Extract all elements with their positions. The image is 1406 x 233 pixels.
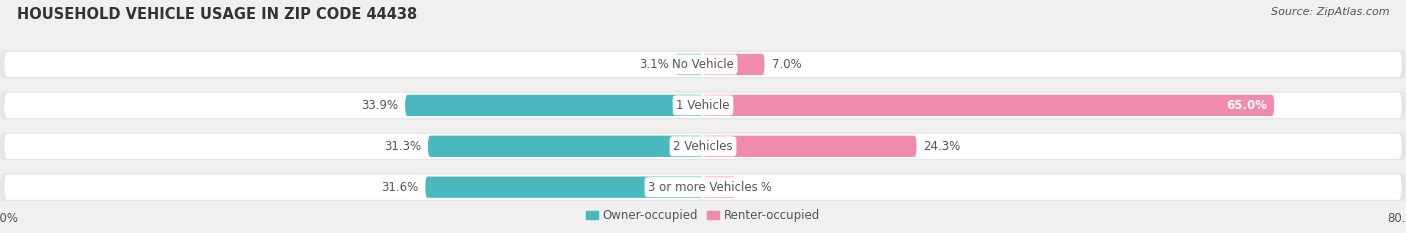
- FancyBboxPatch shape: [427, 136, 703, 157]
- Text: 24.3%: 24.3%: [924, 140, 960, 153]
- Text: 31.3%: 31.3%: [384, 140, 420, 153]
- FancyBboxPatch shape: [425, 177, 703, 198]
- FancyBboxPatch shape: [0, 132, 1406, 160]
- Text: Source: ZipAtlas.com: Source: ZipAtlas.com: [1271, 7, 1389, 17]
- FancyBboxPatch shape: [0, 91, 1406, 119]
- FancyBboxPatch shape: [4, 134, 1402, 159]
- FancyBboxPatch shape: [703, 54, 765, 75]
- FancyBboxPatch shape: [4, 175, 1402, 200]
- Text: 3 or more Vehicles: 3 or more Vehicles: [648, 181, 758, 194]
- FancyBboxPatch shape: [676, 54, 703, 75]
- Text: HOUSEHOLD VEHICLE USAGE IN ZIP CODE 44438: HOUSEHOLD VEHICLE USAGE IN ZIP CODE 4443…: [17, 7, 418, 22]
- Text: 2 Vehicles: 2 Vehicles: [673, 140, 733, 153]
- FancyBboxPatch shape: [703, 177, 735, 198]
- FancyBboxPatch shape: [0, 173, 1406, 201]
- Text: No Vehicle: No Vehicle: [672, 58, 734, 71]
- Text: 31.6%: 31.6%: [381, 181, 419, 194]
- Text: 3.7%: 3.7%: [742, 181, 772, 194]
- Text: 3.1%: 3.1%: [638, 58, 669, 71]
- Text: 33.9%: 33.9%: [361, 99, 398, 112]
- Text: 1 Vehicle: 1 Vehicle: [676, 99, 730, 112]
- FancyBboxPatch shape: [405, 95, 703, 116]
- FancyBboxPatch shape: [0, 51, 1406, 78]
- Text: 7.0%: 7.0%: [772, 58, 801, 71]
- FancyBboxPatch shape: [703, 136, 917, 157]
- Legend: Owner-occupied, Renter-occupied: Owner-occupied, Renter-occupied: [581, 205, 825, 227]
- FancyBboxPatch shape: [4, 93, 1402, 118]
- Text: 65.0%: 65.0%: [1226, 99, 1267, 112]
- FancyBboxPatch shape: [4, 52, 1402, 77]
- FancyBboxPatch shape: [703, 95, 1274, 116]
